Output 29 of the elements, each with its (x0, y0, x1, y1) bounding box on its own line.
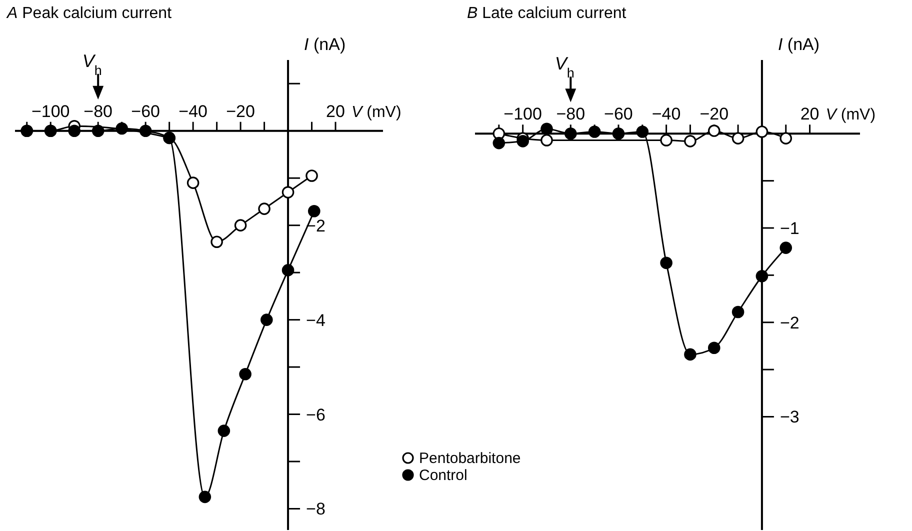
chart-title: B Late calcium current (467, 5, 627, 22)
legend-label: Control (419, 467, 468, 484)
x-tick-label: −80 (556, 104, 586, 124)
x-tick-label: −40 (652, 104, 681, 124)
y-tick-label: −2 (306, 216, 326, 236)
y-tick-label: −6 (306, 405, 326, 424)
y-tick-label: −8 (306, 500, 326, 519)
x-tick-label: 20 (326, 102, 345, 121)
x-tick-label: 20 (800, 104, 820, 124)
y-tick-label: −1 (780, 218, 800, 238)
y-axis-title: I (nA) (304, 35, 346, 54)
x-tick-label: −80 (84, 102, 113, 121)
annotation: V$_{h}$ (554, 54, 574, 80)
y-axis-title: I (nA) (778, 35, 820, 54)
y-tick-label: −2 (780, 313, 800, 332)
x-tick-label: −100 (504, 104, 542, 124)
legend-label: Pentobarbitone (419, 450, 521, 467)
annotation: V$_{h}$ (82, 50, 102, 78)
x-axis-title: V (mV) (826, 106, 876, 124)
x-tick-label: −40 (178, 102, 208, 121)
x-tick-label: −20 (700, 104, 729, 124)
x-tick-label: −20 (226, 102, 255, 121)
x-tick-label: −100 (31, 102, 70, 121)
y-tick-label: −3 (780, 408, 800, 427)
x-tick-label: −60 (604, 104, 633, 124)
x-axis-title: V (mV) (352, 104, 402, 121)
chart-title: A Peak calcium current (6, 5, 172, 22)
x-tick-label: −60 (131, 102, 160, 121)
y-tick-label: −4 (306, 310, 326, 330)
